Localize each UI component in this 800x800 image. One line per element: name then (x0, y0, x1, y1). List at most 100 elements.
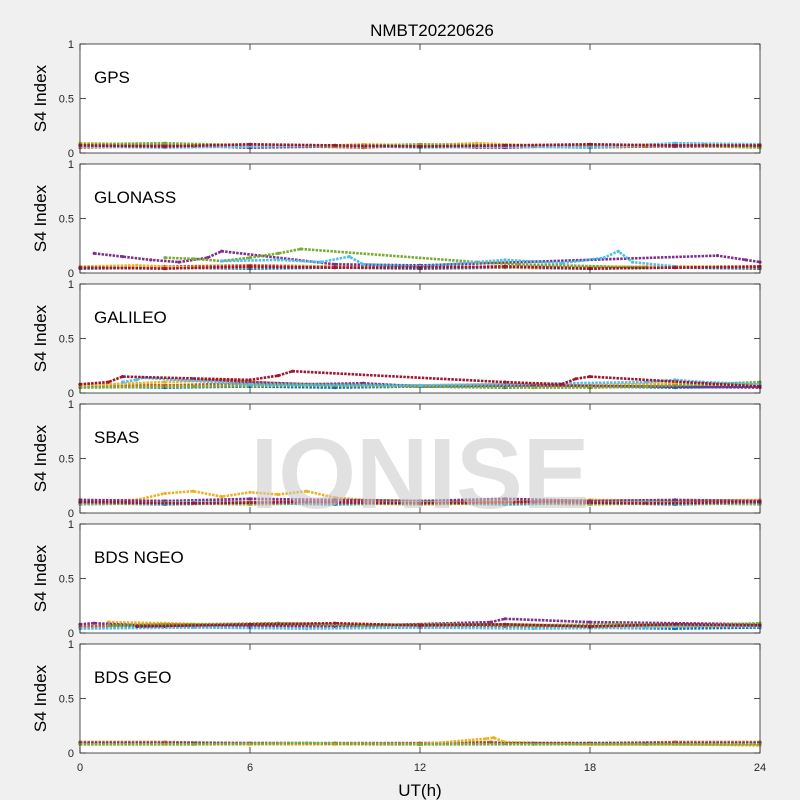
data-point (588, 142, 592, 146)
data-point (248, 142, 252, 146)
data-point (163, 144, 167, 149)
data-point (191, 489, 195, 493)
panel-glonass: 0 0.5 1 S4 Index GLONASS (31, 159, 762, 280)
data-point (418, 144, 422, 149)
data-point (574, 377, 578, 381)
data-point (305, 627, 309, 631)
data-point (673, 498, 677, 502)
data-point (503, 622, 507, 626)
data-point (489, 620, 493, 624)
x-tick-label: 12 (414, 762, 426, 774)
y-tick-label: 0 (68, 508, 74, 520)
data-point (503, 380, 507, 384)
data-point (163, 141, 167, 145)
data-point (418, 383, 422, 387)
data-point (645, 742, 649, 746)
data-point (248, 264, 252, 269)
data-point (248, 622, 252, 626)
data-point (135, 624, 139, 629)
data-point (276, 492, 280, 497)
y-tick-label: 1 (68, 639, 74, 651)
panel-label: SBAS (94, 428, 139, 447)
y-axis-label: S4 Index (31, 424, 50, 492)
series-line (136, 621, 761, 628)
data-point (305, 741, 309, 745)
data-point (503, 617, 507, 621)
data-point (248, 256, 252, 260)
data-point (503, 497, 507, 501)
series-line (79, 624, 761, 630)
y-tick-label: 0.5 (59, 334, 74, 346)
series-line (79, 143, 760, 148)
x-tick-label: 6 (247, 762, 253, 774)
x-axis-label: UT(h) (398, 781, 441, 800)
data-point (483, 737, 487, 741)
y-axis-label: S4 Index (31, 64, 50, 132)
data-point (276, 251, 280, 255)
data-point (673, 622, 677, 626)
data-point (333, 266, 337, 270)
data-point (177, 260, 181, 264)
y-tick-label: 0.5 (59, 574, 74, 586)
data-point (120, 375, 125, 379)
y-axis-label: S4 Index (31, 664, 50, 732)
data-point (418, 623, 422, 628)
data-point (588, 375, 592, 379)
data-point (418, 501, 422, 505)
data-point (276, 374, 280, 378)
data-point (531, 627, 535, 631)
y-tick-label: 0 (68, 388, 74, 400)
plot-area (80, 524, 760, 633)
plot-area (80, 44, 760, 153)
data-point (248, 497, 252, 501)
data-point (220, 249, 224, 253)
data-point (163, 380, 167, 384)
x-tick-label: 24 (754, 762, 766, 774)
data-point (673, 141, 677, 145)
data-point (191, 257, 195, 261)
series-line (79, 497, 761, 503)
panel-label: GALILEO (94, 308, 167, 327)
data-point (645, 501, 649, 505)
y-tick-label: 0 (68, 748, 74, 760)
data-point (645, 384, 649, 389)
plot-area (80, 284, 760, 393)
data-point (191, 742, 195, 746)
data-point (220, 495, 224, 499)
data-point (333, 262, 337, 266)
data-point (560, 261, 564, 265)
data-point (503, 258, 507, 262)
data-point (531, 742, 535, 746)
y-tick-label: 1 (68, 279, 74, 291)
data-point (106, 380, 110, 384)
y-tick-label: 0 (68, 268, 74, 280)
series-line (221, 249, 676, 268)
data-point (92, 251, 96, 255)
y-tick-label: 0.5 (59, 454, 74, 466)
data-point (305, 489, 309, 493)
data-point (517, 262, 521, 266)
panel-bds-ngeo: 0 0.5 1 S4 Index BDS NGEO (31, 519, 762, 640)
watermark: IONISE (251, 418, 590, 530)
data-point (163, 491, 167, 495)
data-point (248, 490, 252, 494)
plot-area (80, 404, 760, 513)
data-point (492, 736, 496, 740)
data-point (220, 259, 224, 263)
data-point (276, 258, 280, 262)
data-point (630, 260, 635, 264)
data-point (319, 260, 323, 264)
y-tick-label: 0 (68, 628, 74, 640)
data-point (333, 498, 337, 502)
panel-label: BDS NGEO (94, 548, 184, 567)
series-line (79, 380, 761, 389)
y-tick-label: 0.5 (59, 694, 74, 706)
data-point (248, 380, 252, 384)
y-axis-label: S4 Index (31, 544, 50, 612)
data-point (205, 256, 210, 260)
data-point (715, 254, 720, 258)
data-point (673, 143, 677, 147)
series-line (164, 247, 647, 269)
data-point (149, 258, 153, 262)
